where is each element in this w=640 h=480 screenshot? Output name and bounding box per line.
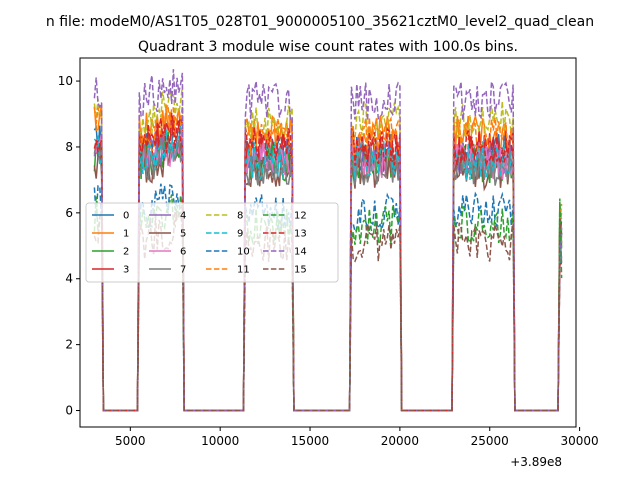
- legend-box: [85, 202, 339, 283]
- legend-label: 3: [123, 265, 129, 276]
- y-tick-label: 4: [65, 272, 73, 286]
- legend-label: 6: [180, 247, 186, 258]
- x-tick-label: 20000: [381, 434, 419, 448]
- legend-label: 13: [294, 229, 307, 240]
- y-tick-label: 0: [65, 404, 73, 418]
- x-offset-label: +3.89e8: [510, 455, 562, 469]
- y-tick-label: 6: [65, 206, 73, 220]
- legend-label: 4: [180, 211, 186, 222]
- legend-label: 11: [237, 265, 250, 276]
- legend-label: 9: [237, 229, 243, 240]
- legend-label: 2: [123, 247, 129, 258]
- legend-label: 14: [294, 247, 307, 258]
- x-axis: 5000 10000 15000 20000 25000 30000: [115, 427, 599, 448]
- legend-label: 5: [180, 229, 186, 240]
- legend-label: 1: [123, 229, 129, 240]
- legend-label: 10: [237, 247, 250, 258]
- chart-title: Quadrant 3 module wise count rates with …: [138, 39, 518, 55]
- y-tick-label: 2: [65, 338, 73, 352]
- series-line-11: [93, 103, 563, 412]
- x-tick-label: 5000: [115, 434, 146, 448]
- series-line-14: [93, 69, 563, 412]
- y-tick-label: 10: [58, 74, 73, 88]
- x-tick-label: 25000: [471, 434, 509, 448]
- x-tick-label: 10000: [201, 434, 239, 448]
- y-tick-label: 8: [65, 140, 73, 154]
- x-tick-label: 15000: [291, 434, 329, 448]
- x-tick-label: 30000: [561, 434, 599, 448]
- legend-label: 8: [237, 211, 243, 222]
- legend-label: 0: [123, 211, 129, 222]
- legend-label: 7: [180, 265, 186, 276]
- legend-label: 15: [294, 265, 307, 276]
- legend-label: 12: [294, 211, 307, 222]
- chart-suptitle: n file: modeM0/AS1T05_028T01_9000005100_…: [46, 14, 594, 30]
- y-axis: 0 2 4 6 8 10: [58, 74, 80, 418]
- plot-frame: [79, 57, 577, 428]
